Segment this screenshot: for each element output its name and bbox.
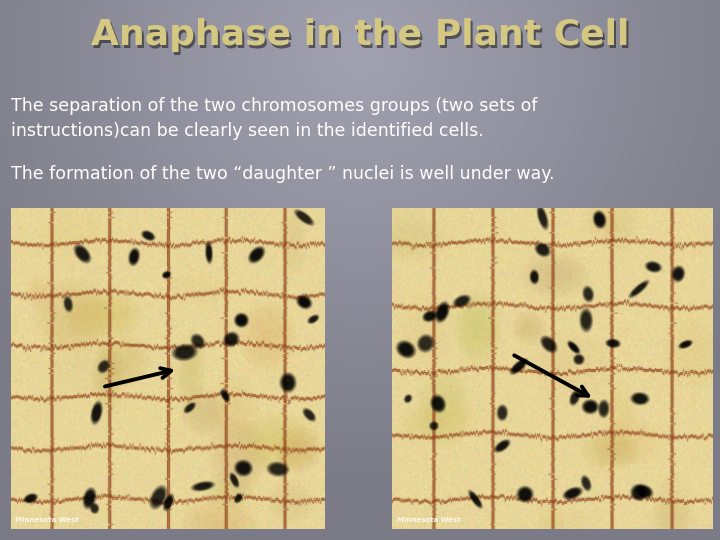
Text: Minnesota West: Minnesota West bbox=[397, 517, 461, 523]
Text: Anaphase in the Plant Cell: Anaphase in the Plant Cell bbox=[91, 18, 629, 52]
Text: Minnesota West: Minnesota West bbox=[15, 517, 79, 523]
Text: The separation of the two chromosomes groups (two sets of
instructions)can be cl: The separation of the two chromosomes gr… bbox=[11, 97, 537, 140]
Text: Anaphase in the Plant Cell: Anaphase in the Plant Cell bbox=[93, 22, 631, 55]
Text: The formation of the two “daughter ” nuclei is well under way.: The formation of the two “daughter ” nuc… bbox=[11, 165, 554, 183]
